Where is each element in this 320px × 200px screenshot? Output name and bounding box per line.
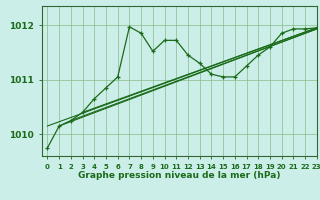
X-axis label: Graphe pression niveau de la mer (hPa): Graphe pression niveau de la mer (hPa) — [78, 171, 280, 180]
